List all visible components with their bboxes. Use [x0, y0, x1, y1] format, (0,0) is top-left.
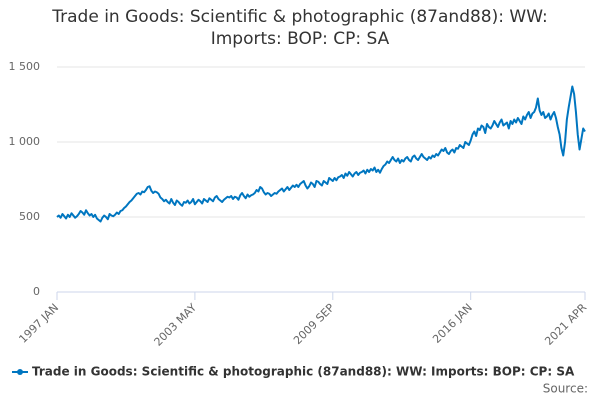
data-line — [56, 85, 586, 223]
legend-label: Trade in Goods: Scientific & photographi… — [32, 365, 575, 379]
y-tick-label: 0 — [33, 285, 40, 298]
x-tick-label: 2016 JAN — [430, 301, 475, 346]
x-tick-label: 2003 MAY — [151, 301, 199, 349]
x-tick-label: 2021 APR — [542, 301, 589, 348]
x-tick-label: 1997 JAN — [16, 301, 61, 346]
legend-symbol-dot — [17, 369, 23, 375]
y-tick-label: 1 500 — [9, 60, 41, 73]
chart-title: Trade in Goods: Scientific & photographi… — [52, 7, 548, 49]
source-label: Source: — [543, 382, 588, 396]
x-tick-label: 2009 SEP — [291, 301, 337, 347]
y-tick-label: 500 — [19, 210, 40, 223]
y-tick-label: 1 000 — [9, 135, 41, 148]
